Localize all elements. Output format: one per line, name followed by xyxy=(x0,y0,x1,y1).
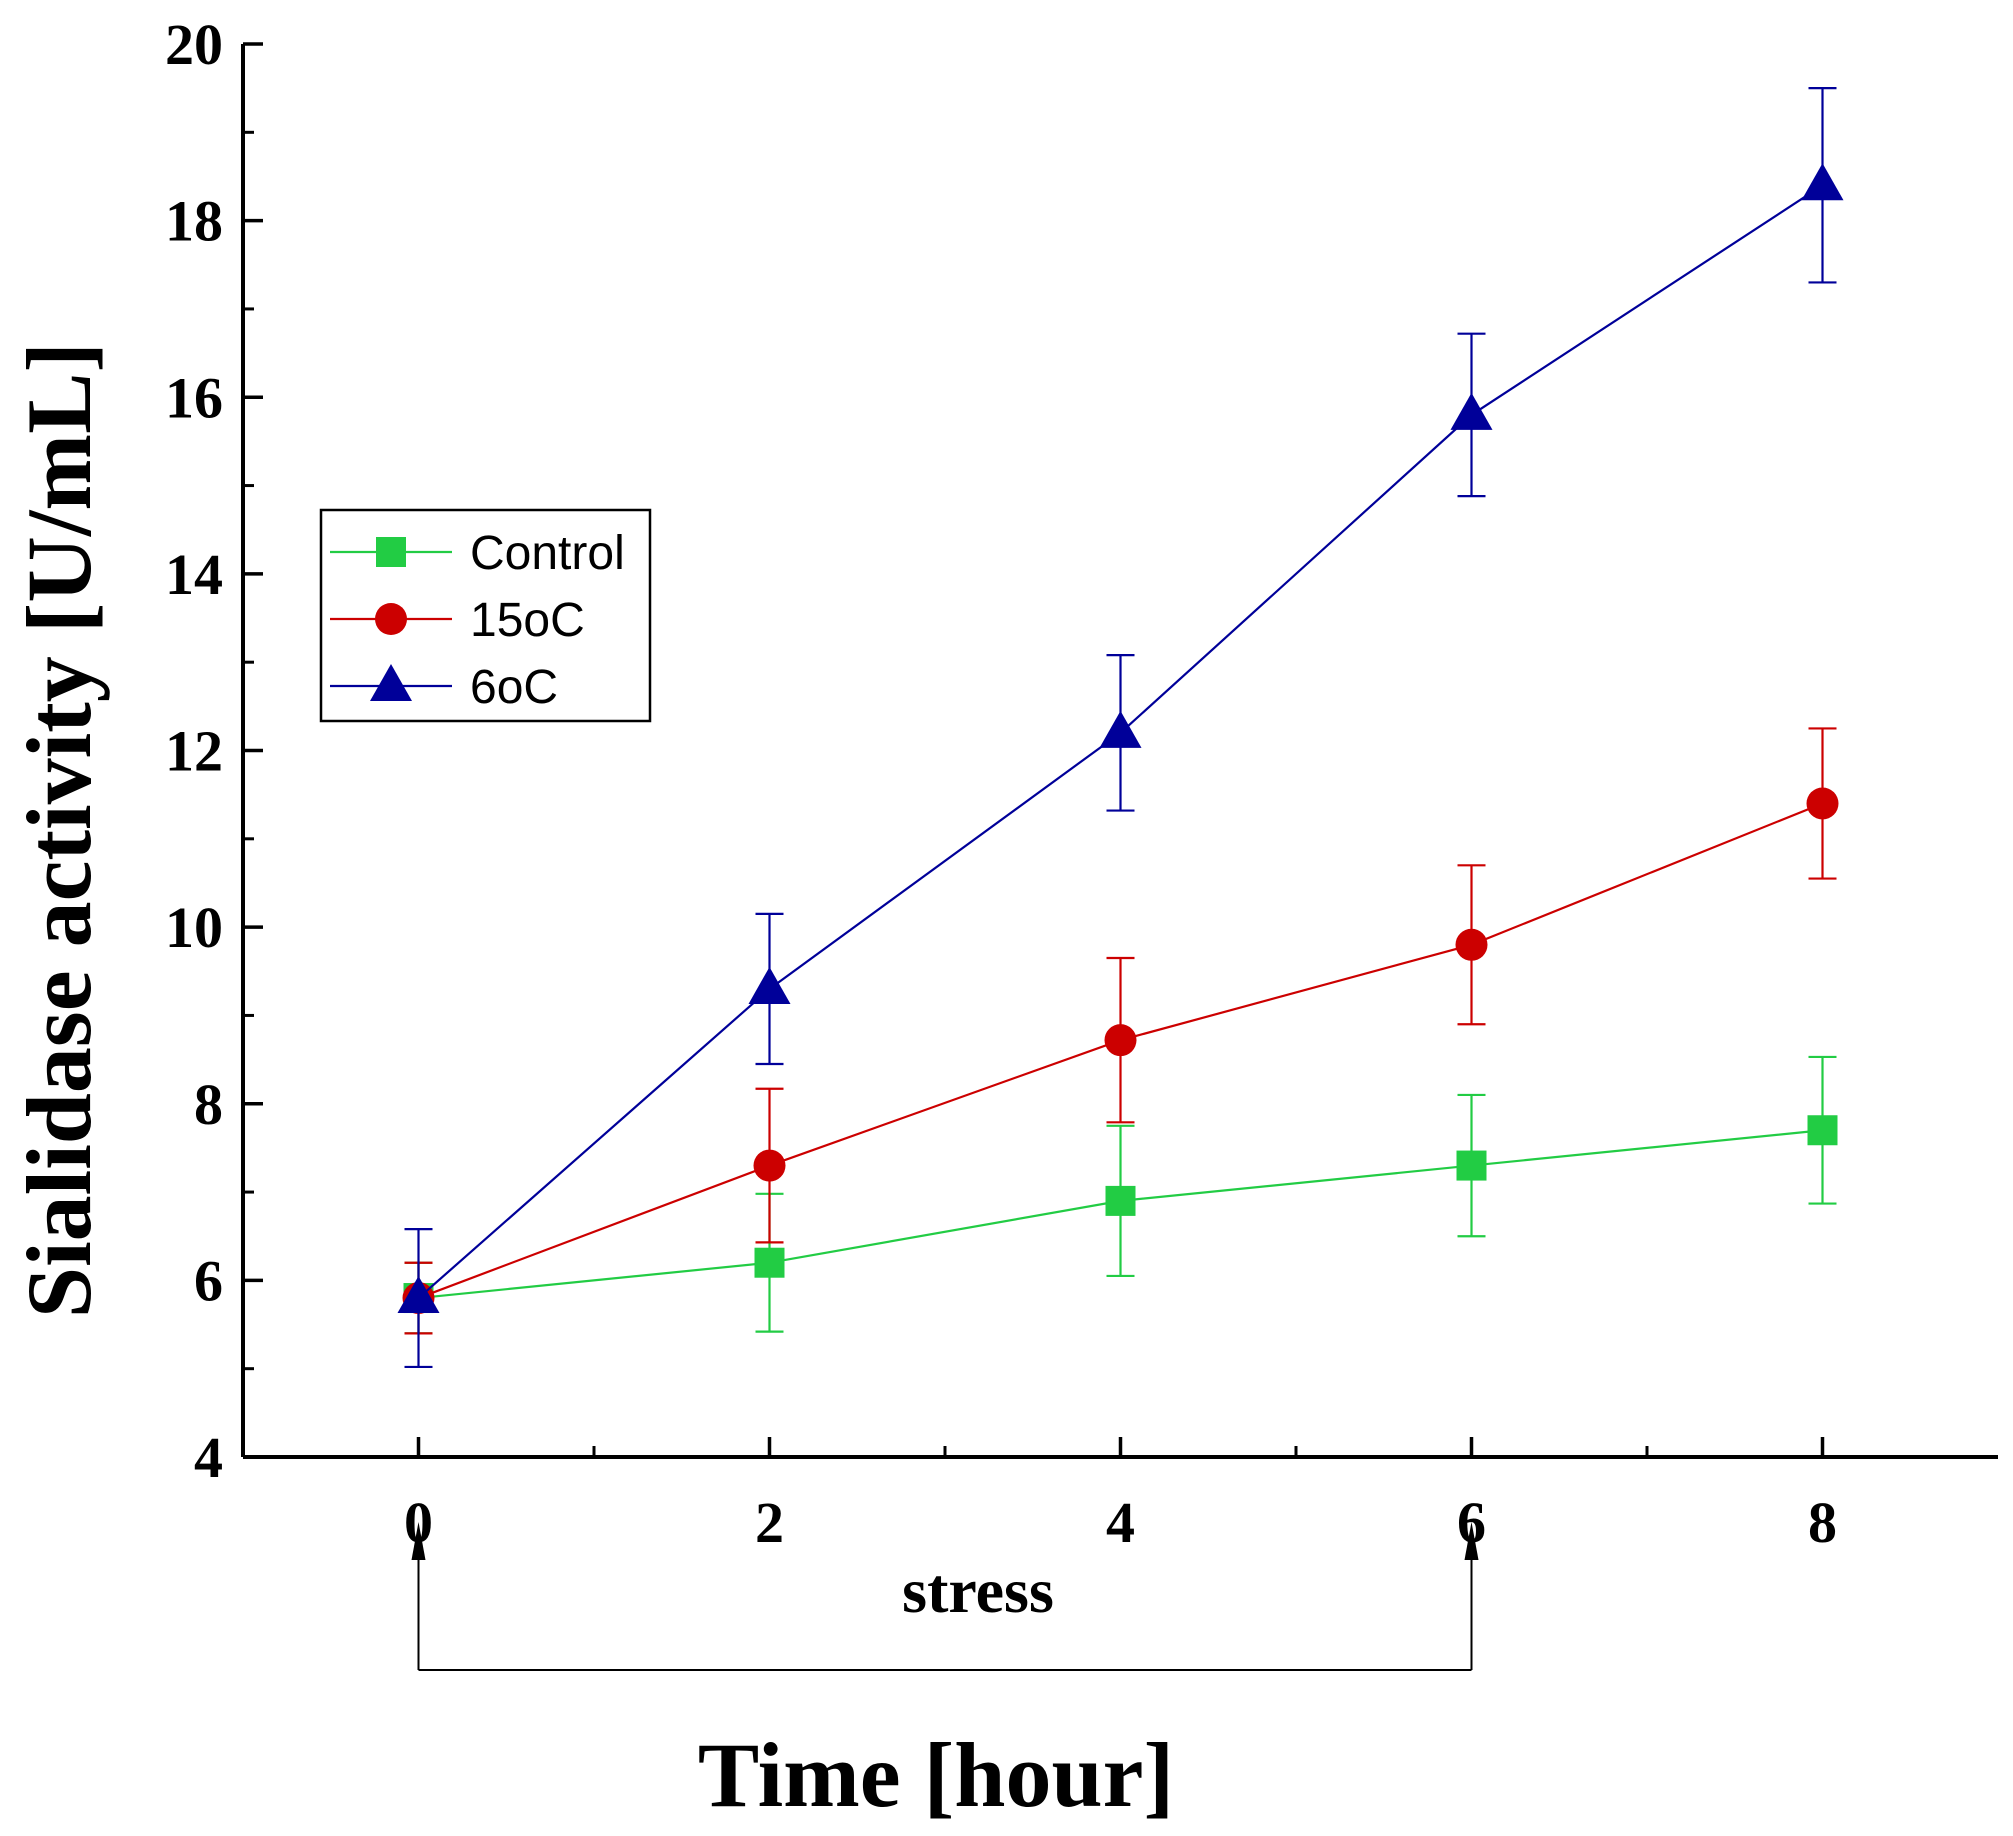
data-point-6oc xyxy=(748,966,791,1004)
data-point-15oc xyxy=(1104,1024,1137,1057)
series-6oc xyxy=(397,87,1844,1369)
x-tick-label: 2 xyxy=(755,1490,784,1555)
legend-label-6oc: 6oC xyxy=(470,661,558,714)
y-tick-label: 6 xyxy=(194,1248,223,1313)
y-tick-label: 14 xyxy=(165,542,223,607)
series-15oc xyxy=(402,727,1839,1335)
data-point-control xyxy=(754,1247,785,1278)
y-tick-label: 20 xyxy=(165,12,223,77)
data-point-15oc xyxy=(1455,928,1488,961)
stress-annotation xyxy=(411,1522,1479,1671)
annotation-arrow-head xyxy=(411,1522,426,1560)
y-tick-label: 12 xyxy=(165,719,223,784)
legend-marker-control xyxy=(376,537,406,567)
y-tick-label: 16 xyxy=(165,365,223,430)
x-tick-label: 8 xyxy=(1808,1490,1837,1555)
plot-area xyxy=(397,87,1844,1369)
legend-label-15oc: 15oC xyxy=(470,594,585,647)
y-axis-label: Sialidase activity [U/mL] xyxy=(8,342,110,1318)
legend-marker-15oc xyxy=(375,603,407,635)
data-point-15oc xyxy=(1806,787,1839,820)
data-point-control xyxy=(1807,1115,1838,1146)
data-point-control xyxy=(1105,1185,1136,1216)
legend: Control 15oC 6oC xyxy=(319,508,652,723)
legend-label-control: Control xyxy=(470,527,625,580)
annotation-arrow-head xyxy=(1464,1522,1479,1560)
x-tick-label: 4 xyxy=(1106,1490,1135,1555)
axes: 46810121416182002468 xyxy=(165,12,1998,1555)
data-point-6oc xyxy=(1099,710,1142,748)
y-tick-label: 4 xyxy=(194,1425,223,1490)
y-tick-label: 10 xyxy=(165,895,223,960)
data-point-control xyxy=(1456,1150,1487,1181)
stress-label: stress xyxy=(902,1555,1054,1626)
y-tick-label: 18 xyxy=(165,189,223,254)
x-axis-label: Time [hour] xyxy=(698,1724,1174,1826)
data-point-15oc xyxy=(753,1149,786,1182)
data-point-6oc xyxy=(1450,392,1493,430)
data-point-6oc xyxy=(397,1276,440,1314)
y-tick-label: 8 xyxy=(194,1072,223,1137)
legend-marker-6oc xyxy=(370,664,412,701)
data-point-6oc xyxy=(1801,163,1844,201)
